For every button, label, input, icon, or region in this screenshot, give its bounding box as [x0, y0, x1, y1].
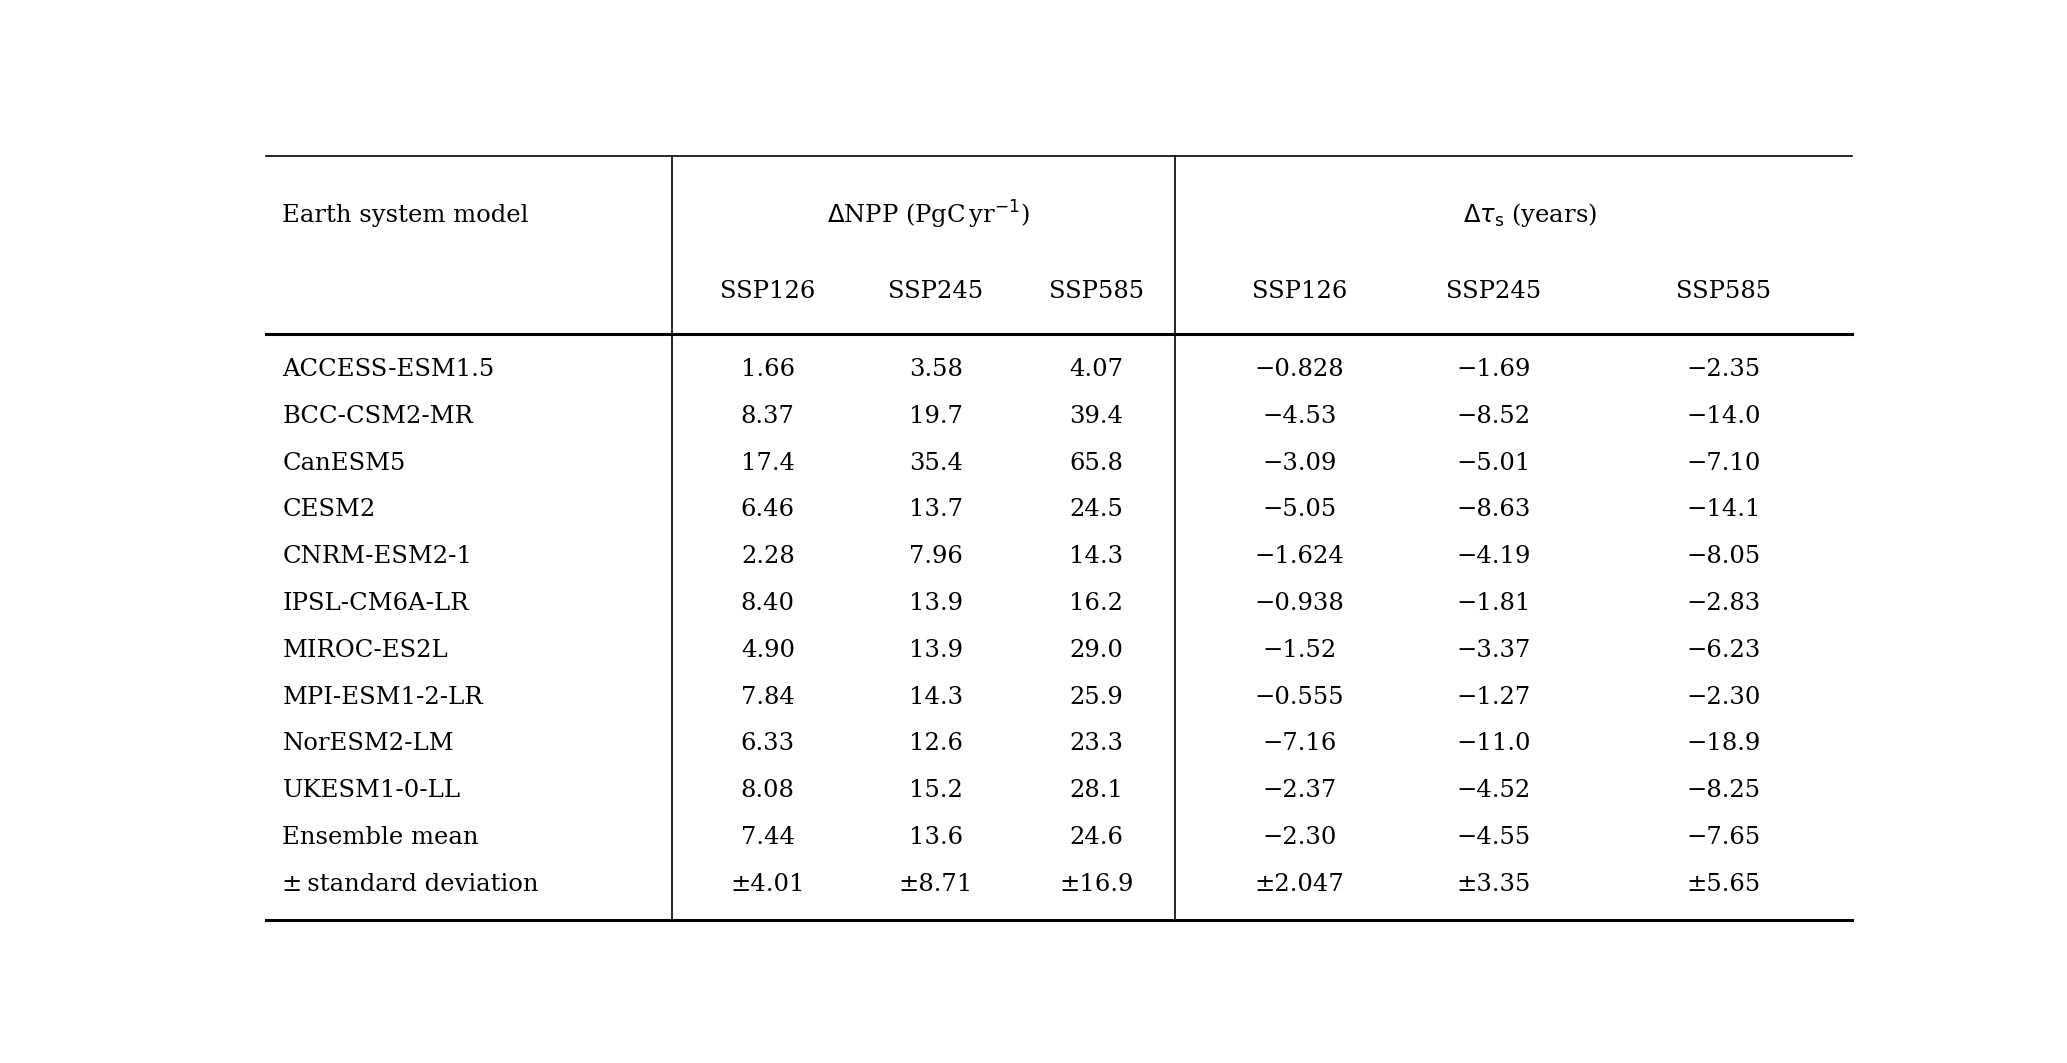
Text: −3.37: −3.37 [1457, 639, 1532, 662]
Text: −8.05: −8.05 [1687, 545, 1761, 568]
Text: ±4.01: ±4.01 [730, 873, 804, 896]
Text: NorESM2-LM: NorESM2-LM [283, 732, 455, 756]
Text: 6.46: 6.46 [740, 499, 796, 521]
Text: −2.35: −2.35 [1687, 358, 1761, 381]
Text: MPI-ESM1-2-LR: MPI-ESM1-2-LR [283, 686, 484, 709]
Text: SSP585: SSP585 [1676, 280, 1771, 303]
Text: 39.4: 39.4 [1069, 405, 1122, 427]
Text: ±8.71: ±8.71 [899, 873, 974, 896]
Text: SSP245: SSP245 [1445, 280, 1542, 303]
Text: ± standard deviation: ± standard deviation [283, 873, 539, 896]
Text: 13.9: 13.9 [909, 639, 963, 662]
Text: 4.07: 4.07 [1069, 358, 1122, 381]
Text: SSP585: SSP585 [1048, 280, 1143, 303]
Text: −0.555: −0.555 [1255, 686, 1344, 709]
Text: −4.19: −4.19 [1457, 545, 1532, 568]
Text: 7.44: 7.44 [740, 826, 796, 849]
Text: $\Delta\tau_{\rm s}$ (years): $\Delta\tau_{\rm s}$ (years) [1463, 201, 1596, 230]
Text: 7.84: 7.84 [740, 686, 794, 709]
Text: SSP245: SSP245 [889, 280, 984, 303]
Text: −2.37: −2.37 [1263, 779, 1337, 803]
Text: IPSL-CM6A-LR: IPSL-CM6A-LR [283, 592, 469, 615]
Text: 24.6: 24.6 [1069, 826, 1122, 849]
Text: 14.3: 14.3 [1069, 545, 1122, 568]
Text: −7.10: −7.10 [1687, 452, 1761, 474]
Text: 13.9: 13.9 [909, 592, 963, 615]
Text: 35.4: 35.4 [909, 452, 963, 474]
Text: 16.2: 16.2 [1069, 592, 1122, 615]
Text: ±5.65: ±5.65 [1687, 873, 1761, 896]
Text: −2.83: −2.83 [1687, 592, 1761, 615]
Text: 24.5: 24.5 [1069, 499, 1122, 521]
Text: 1.66: 1.66 [740, 358, 796, 381]
Text: −14.0: −14.0 [1687, 405, 1761, 427]
Text: 23.3: 23.3 [1069, 732, 1122, 756]
Text: −1.624: −1.624 [1255, 545, 1344, 568]
Text: −4.52: −4.52 [1457, 779, 1530, 803]
Text: 14.3: 14.3 [909, 686, 963, 709]
Text: ACCESS-ESM1.5: ACCESS-ESM1.5 [283, 358, 494, 381]
Text: −4.53: −4.53 [1263, 405, 1337, 427]
Text: 65.8: 65.8 [1069, 452, 1122, 474]
Text: 17.4: 17.4 [740, 452, 796, 474]
Text: CNRM-ESM2-1: CNRM-ESM2-1 [283, 545, 473, 568]
Text: 8.08: 8.08 [740, 779, 794, 803]
Text: −8.63: −8.63 [1457, 499, 1532, 521]
Text: 25.9: 25.9 [1069, 686, 1122, 709]
Text: −0.828: −0.828 [1255, 358, 1344, 381]
Text: ±3.35: ±3.35 [1457, 873, 1532, 896]
Text: −5.01: −5.01 [1457, 452, 1532, 474]
Text: 8.40: 8.40 [740, 592, 796, 615]
Text: −1.52: −1.52 [1263, 639, 1337, 662]
Text: −1.81: −1.81 [1457, 592, 1532, 615]
Text: CanESM5: CanESM5 [283, 452, 405, 474]
Text: −18.9: −18.9 [1687, 732, 1761, 756]
Text: −8.52: −8.52 [1457, 405, 1530, 427]
Text: −5.05: −5.05 [1263, 499, 1337, 521]
Text: CESM2: CESM2 [283, 499, 376, 521]
Text: 6.33: 6.33 [740, 732, 796, 756]
Text: −2.30: −2.30 [1263, 826, 1337, 849]
Text: BCC-CSM2-MR: BCC-CSM2-MR [283, 405, 473, 427]
Text: −11.0: −11.0 [1457, 732, 1532, 756]
Text: SSP126: SSP126 [719, 280, 816, 303]
Text: ±2.047: ±2.047 [1255, 873, 1344, 896]
Text: −0.938: −0.938 [1255, 592, 1344, 615]
Text: SSP126: SSP126 [1253, 280, 1348, 303]
Text: 4.90: 4.90 [740, 639, 796, 662]
Text: −3.09: −3.09 [1263, 452, 1337, 474]
Text: UKESM1-0-LL: UKESM1-0-LL [283, 779, 461, 803]
Text: $\Delta$NPP (PgC$\,$yr$^{-1}$): $\Delta$NPP (PgC$\,$yr$^{-1}$) [827, 199, 1029, 232]
Text: 13.7: 13.7 [909, 499, 963, 521]
Text: −2.30: −2.30 [1687, 686, 1761, 709]
Text: Earth system model: Earth system model [283, 204, 529, 226]
Text: MIROC-ES2L: MIROC-ES2L [283, 639, 449, 662]
Text: −7.16: −7.16 [1263, 732, 1337, 756]
Text: 7.96: 7.96 [909, 545, 963, 568]
Text: 29.0: 29.0 [1069, 639, 1122, 662]
Text: 28.1: 28.1 [1069, 779, 1122, 803]
Text: −8.25: −8.25 [1687, 779, 1761, 803]
Text: ±16.9: ±16.9 [1058, 873, 1133, 896]
Text: Ensemble mean: Ensemble mean [283, 826, 480, 849]
Text: 15.2: 15.2 [909, 779, 963, 803]
Text: −1.27: −1.27 [1457, 686, 1530, 709]
Text: −1.69: −1.69 [1457, 358, 1532, 381]
Text: −4.55: −4.55 [1457, 826, 1530, 849]
Text: −14.1: −14.1 [1687, 499, 1761, 521]
Text: 13.6: 13.6 [909, 826, 963, 849]
Text: 12.6: 12.6 [909, 732, 963, 756]
Text: 19.7: 19.7 [909, 405, 963, 427]
Text: −7.65: −7.65 [1687, 826, 1761, 849]
Text: −6.23: −6.23 [1687, 639, 1761, 662]
Text: 3.58: 3.58 [909, 358, 963, 381]
Text: 2.28: 2.28 [740, 545, 794, 568]
Text: 8.37: 8.37 [740, 405, 794, 427]
